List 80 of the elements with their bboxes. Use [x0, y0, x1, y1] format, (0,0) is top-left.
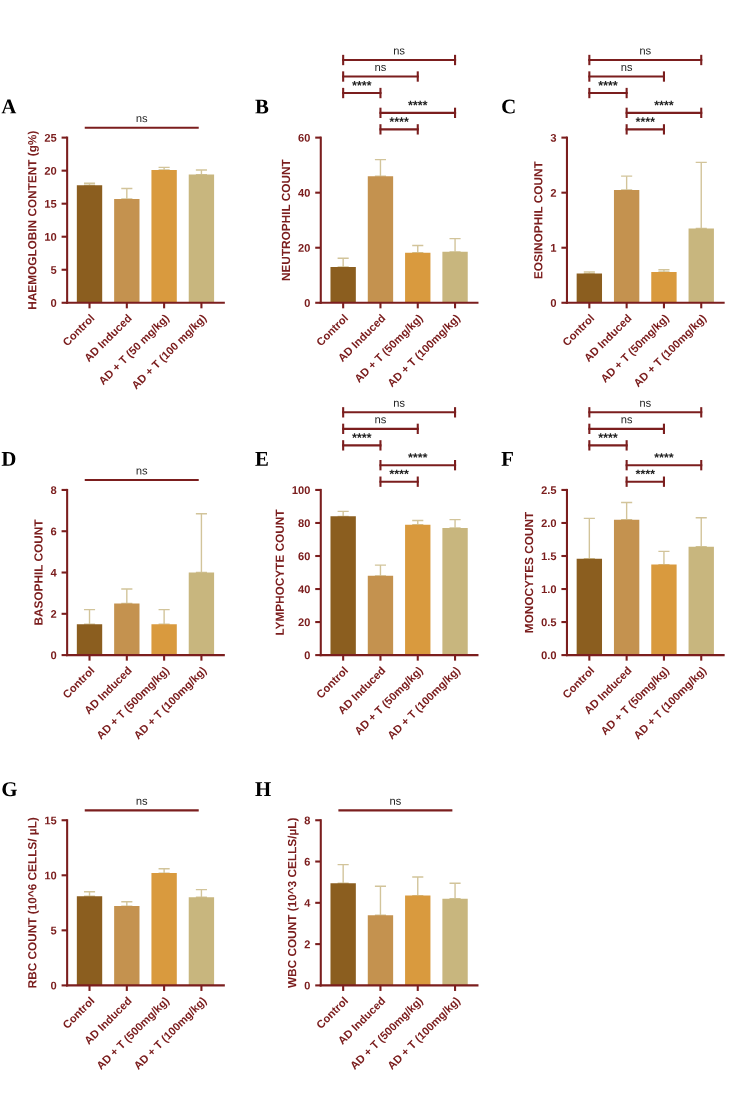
- y-tick-label: 20: [298, 618, 310, 627]
- y-tick-label: 6: [50, 527, 57, 536]
- text: ****: [635, 117, 655, 122]
- text: ns: [621, 64, 633, 72]
- text: ****: [654, 100, 674, 106]
- y-axis-title: RBC COUNT (10^6 CELLS/ µL): [27, 817, 39, 988]
- chart-title: B: [255, 99, 269, 114]
- y-tick-label: 20: [298, 243, 310, 252]
- y-tick-label: 10: [45, 871, 57, 880]
- y-axis-title: EOSINOPHIL COUNT: [534, 161, 543, 279]
- chart-title: F: [501, 452, 513, 466]
- text: ns: [136, 798, 148, 805]
- chart-title: E: [255, 452, 268, 466]
- y-tick-label: 0: [50, 651, 57, 660]
- chart-title: D: [1, 452, 16, 466]
- y-tick-label: 80: [298, 519, 310, 528]
- y-tick-label: 8: [304, 816, 311, 825]
- text: ns: [640, 48, 651, 55]
- text: ns: [393, 48, 405, 55]
- y-tick-label: 3: [550, 133, 557, 142]
- text: ns: [136, 116, 148, 123]
- y-tick-label: 0: [50, 299, 57, 307]
- y-tick-label: 4: [50, 568, 57, 577]
- y-tick-label: 2.0: [541, 519, 557, 528]
- y-tick-label: 40: [298, 585, 310, 594]
- y-tick-label: 0: [550, 299, 557, 307]
- chart-title: A: [1, 99, 17, 114]
- y-axis-title: MONOCYTES COUNT: [524, 511, 534, 633]
- y-tick-label: 1.0: [541, 585, 557, 594]
- text: ****: [598, 81, 618, 86]
- y-tick-label: 2: [304, 940, 310, 949]
- y-tick-label: 6: [304, 857, 310, 866]
- y-tick-label: 8: [50, 486, 57, 495]
- y-tick-label: 60: [298, 552, 310, 561]
- text: ns: [621, 417, 633, 424]
- y-tick-label: 1: [551, 244, 557, 252]
- y-tick-label: 2: [550, 188, 557, 197]
- text: ****: [352, 81, 372, 86]
- y-tick-label: 15: [45, 816, 57, 825]
- y-tick-label: 40: [298, 188, 310, 197]
- y-tick-label: 0: [50, 981, 57, 990]
- chart-title: C: [502, 99, 515, 114]
- y-axis-title: BASOPHIL COUNT: [34, 519, 43, 625]
- text: ns: [393, 400, 405, 407]
- chart-title: G: [2, 782, 17, 797]
- chart-title: H: [255, 782, 271, 796]
- y-axis-title: LYMPHOCYTE COUNT: [275, 509, 284, 635]
- y-tick-label: 1.5: [541, 552, 557, 561]
- y-axis-title: WBC COUNT (10^3 CELLS/µL): [287, 818, 299, 989]
- text: ****: [408, 453, 428, 458]
- text: ns: [390, 798, 401, 805]
- text: ****: [389, 117, 409, 122]
- text: ****: [352, 433, 372, 438]
- y-tick-label: 10: [45, 232, 57, 241]
- text: ****: [635, 469, 655, 475]
- y-tick-label: 60: [298, 133, 310, 142]
- y-tick-label: 0: [304, 651, 310, 660]
- y-tick-label: 5: [50, 266, 57, 274]
- y-tick-label: 0: [304, 981, 310, 990]
- y-tick-label: 0: [304, 299, 310, 307]
- text: ****: [389, 469, 409, 475]
- y-tick-label: 2: [50, 610, 57, 618]
- y-tick-label: 0.5: [541, 618, 557, 627]
- y-tick-label: 0.0: [541, 651, 557, 660]
- text: ****: [598, 433, 618, 438]
- y-tick-label: 5: [50, 926, 57, 935]
- text: ns: [375, 417, 386, 424]
- y-tick-label: 4: [304, 899, 311, 907]
- text: ****: [408, 100, 428, 106]
- y-tick-label: 15: [45, 200, 57, 208]
- y-tick-label: 100: [292, 486, 310, 495]
- y-tick-label: 2.5: [541, 486, 557, 495]
- y-axis-title: NEUTROPHIL COUNT: [281, 159, 291, 281]
- text: ns: [136, 468, 148, 475]
- y-axis-title: HAEMOGLOBIN CONTENT (g%): [27, 131, 39, 309]
- text: ns: [640, 400, 651, 407]
- text: ns: [375, 64, 386, 72]
- y-tick-label: 20: [44, 166, 57, 175]
- y-tick-label: 25: [44, 133, 57, 142]
- text: ****: [654, 453, 674, 458]
